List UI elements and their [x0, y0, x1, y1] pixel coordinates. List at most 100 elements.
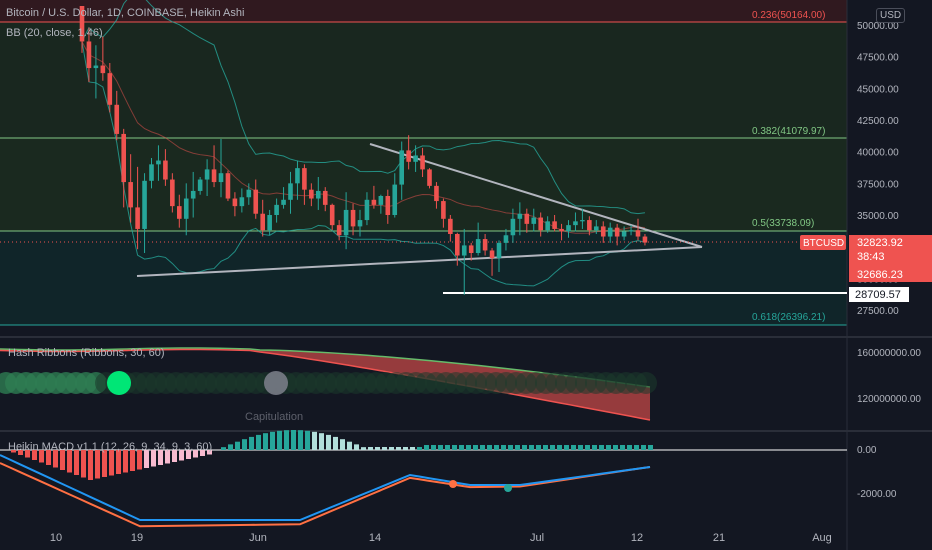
candle-body	[364, 199, 370, 221]
macd-histogram-bar	[298, 430, 303, 450]
candle-body	[455, 234, 460, 256]
macd-histogram-bar	[32, 450, 37, 460]
time-tick-label: Jun	[249, 532, 267, 544]
candle-body	[413, 155, 418, 162]
macd-histogram-bar	[578, 445, 583, 450]
support-price-text: 28709.57	[855, 289, 901, 301]
price-tick-label: 47500.00	[857, 53, 899, 64]
macd-histogram-bar	[585, 445, 590, 450]
macd-histogram-bar	[151, 450, 156, 467]
macd-histogram-bar	[333, 436, 338, 450]
candle-body	[482, 239, 488, 251]
chart-title: Bitcoin / U.S. Dollar, 1D, COINBASE, Hei…	[6, 7, 245, 19]
candle-body	[378, 196, 384, 205]
macd-label: Heikin MACD v1.1 (12, 26, 9, 34, 9, 3, 6…	[8, 441, 212, 453]
macd-histogram-bar	[599, 445, 604, 450]
candle-body	[232, 198, 238, 207]
macd-histogram-bar	[228, 444, 233, 450]
symbol-badge-text: BTCUSD	[803, 238, 844, 249]
capitulation-label: Capitulation	[245, 411, 303, 423]
time-tick-label: 10	[50, 532, 62, 544]
symbol-badge	[800, 235, 846, 250]
candle-body	[288, 183, 293, 200]
candle-body	[281, 199, 286, 205]
macd-histogram-bar	[487, 445, 492, 450]
candle-body	[399, 150, 404, 185]
macd-histogram-bar	[347, 441, 352, 450]
candle-body	[100, 65, 106, 74]
macd-histogram-bar	[445, 445, 450, 450]
currency-badge[interactable]: USD	[876, 8, 906, 23]
candle-body	[86, 41, 92, 69]
macd-histogram-bar	[606, 445, 611, 450]
macd-histogram-bar	[53, 450, 58, 468]
candle-body	[267, 215, 272, 231]
macd-y-tick-2: -2000.00	[857, 489, 897, 500]
candle-body	[475, 239, 481, 253]
price-tick-label: 35000.00	[857, 211, 899, 222]
candle-body	[309, 189, 314, 199]
macd-histogram-bar	[200, 450, 205, 456]
macd-histogram-bar	[396, 447, 401, 450]
macd-signal-line	[0, 462, 651, 528]
capitulation-gray-dot	[264, 371, 288, 395]
macd-histogram-bar	[641, 445, 646, 450]
macd-histogram-bar	[193, 450, 198, 458]
candle-body	[260, 213, 265, 231]
macd-histogram-bar	[634, 445, 639, 450]
macd-histogram-bar	[116, 450, 121, 474]
macd-histogram-bar	[172, 450, 177, 462]
macd-histogram-bar	[431, 445, 436, 450]
candle-body	[538, 217, 543, 231]
candle-body	[552, 221, 557, 229]
time-tick-label: Aug	[812, 532, 832, 544]
candle-body	[93, 65, 99, 69]
candle-body	[392, 184, 398, 215]
time-tick-label: 21	[713, 532, 725, 544]
macd-pane	[0, 430, 847, 528]
candle-body	[302, 168, 307, 190]
candle-body	[448, 218, 453, 234]
candle-body	[427, 169, 432, 186]
time-tick-label: 14	[369, 532, 381, 544]
triangle-lower-trendline[interactable]	[136, 246, 703, 277]
candle-body	[371, 199, 377, 205]
hash-y-tick-1: 160000000.00	[857, 348, 921, 359]
triangle-upper-trendline[interactable]	[369, 143, 703, 248]
macd-histogram-bar	[627, 445, 632, 450]
candle-body	[190, 190, 196, 199]
time-axis: 10 19 Jun 14 Jul 12 21 Aug	[50, 532, 832, 544]
macd-histogram-bar	[382, 447, 387, 450]
candle-body	[211, 169, 217, 183]
macd-histogram-bar	[67, 450, 72, 473]
macd-histogram-bar	[536, 445, 541, 450]
candle-body	[531, 217, 537, 224]
bb-indicator-label: BB (20, close, 1.46)	[6, 27, 103, 39]
candle-body	[441, 201, 446, 219]
macd-histogram-bar	[165, 450, 170, 464]
candle-body	[385, 196, 391, 215]
candle-body	[135, 207, 140, 229]
candle-body	[177, 206, 182, 219]
macd-histogram-bar	[613, 445, 618, 450]
candle-body	[156, 160, 161, 165]
hash-ribbon-slow	[0, 348, 651, 421]
macd-histogram-bar	[515, 445, 520, 450]
macd-histogram-bar	[242, 439, 247, 450]
fib-zone-0236-0382	[0, 22, 847, 138]
candle-body	[197, 179, 203, 191]
macd-histogram-bar	[438, 445, 443, 450]
candle-body	[107, 73, 113, 105]
macd-histogram-bar	[11, 450, 16, 453]
fib-zone-05-0618	[0, 231, 847, 325]
candle-body	[274, 204, 279, 215]
macd-histogram-bar	[88, 450, 93, 480]
candle-body	[406, 150, 411, 162]
price-tick-label: 45000.00	[857, 84, 899, 95]
candle-body	[79, 6, 85, 42]
candle-body	[489, 250, 495, 259]
price-tick-label: 40000.00	[857, 148, 899, 159]
time-tick-label: Jul	[530, 532, 544, 544]
macd-histogram-bar	[550, 445, 555, 450]
